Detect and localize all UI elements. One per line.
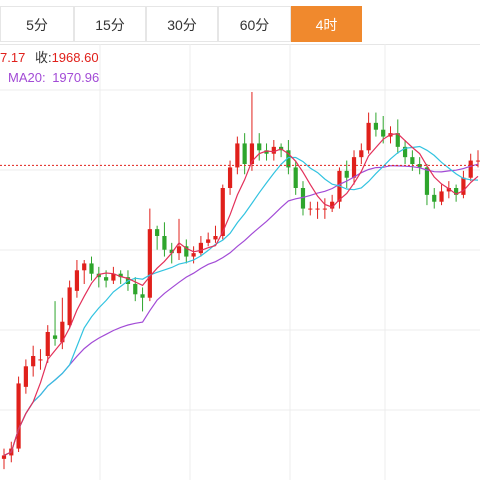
tab-4hour[interactable]: 4时 [291,6,362,42]
candle-body [410,157,415,164]
candle-body [271,146,276,154]
candle-body [293,167,298,188]
candle-body [45,332,50,356]
close-label: 收: [34,50,52,65]
candle-body [118,273,123,278]
candle-body [461,177,466,195]
period-tab-bar: 5分 15分 30分 60分 4时 [0,0,480,45]
candle-body [169,249,174,254]
candle-body [52,335,58,339]
candle-body [23,366,28,387]
candle-body [395,133,400,147]
candle-body [468,160,473,178]
candle-body [424,167,430,195]
candle-body [249,143,255,164]
candle-body [286,150,291,168]
candle-body [300,188,306,209]
candle-body [191,253,196,257]
candle-body [1,455,7,459]
candle-body [366,122,371,151]
ma5-line [3,133,479,456]
candle-body [359,150,364,158]
candle-body [74,270,80,291]
candle-body [402,146,408,158]
tab-15min[interactable]: 15分 [74,6,146,42]
candle-body [344,170,349,178]
open-value: 7.17 [0,50,26,65]
candle-body [439,191,444,202]
candle-body [257,143,262,151]
ma20-value: 1970.96 [52,70,100,85]
candle-body [31,356,36,367]
candle-body [227,167,233,188]
candle-body [38,359,43,361]
candle-body [351,157,357,178]
candlestick-chart[interactable] [0,44,480,480]
candle-body [308,208,313,210]
ma10-line [3,145,479,456]
candle-body [155,229,160,236]
tab-30min[interactable]: 30分 [146,6,218,42]
candle-body [16,383,21,449]
candle-body [162,236,167,250]
close-value: 1968.60 [51,50,99,65]
candle-body [89,263,94,274]
candle-body [96,273,101,278]
candle-body [454,188,459,195]
candle-body [67,287,72,326]
candle-body [111,273,116,281]
candle-body [213,236,218,240]
candle-body [82,263,87,271]
candle-body [103,277,109,281]
candle-body [220,188,225,236]
candle-body [475,160,480,162]
candle-body [432,194,437,202]
candle-body [147,229,152,298]
candle-body [381,129,386,137]
candle-body [60,321,65,343]
candle-body [373,122,379,130]
candle-body [176,246,182,254]
candle-body [322,208,327,210]
candle-body [446,188,451,192]
ma20-line [3,163,479,456]
tab-60min[interactable]: 60分 [218,6,291,42]
candle-body [133,284,138,295]
candle-body [206,239,211,243]
candle-body [140,294,145,298]
candle-body [264,150,269,154]
candle-body [315,208,320,210]
candle-body [242,143,247,164]
candle-body [417,164,422,168]
candle-body [330,201,335,209]
candle-body [184,246,189,257]
tab-5min[interactable]: 5分 [0,6,74,42]
candle-body [198,242,203,254]
ma20-label: MA20: [8,70,46,85]
candle-body [235,143,240,168]
